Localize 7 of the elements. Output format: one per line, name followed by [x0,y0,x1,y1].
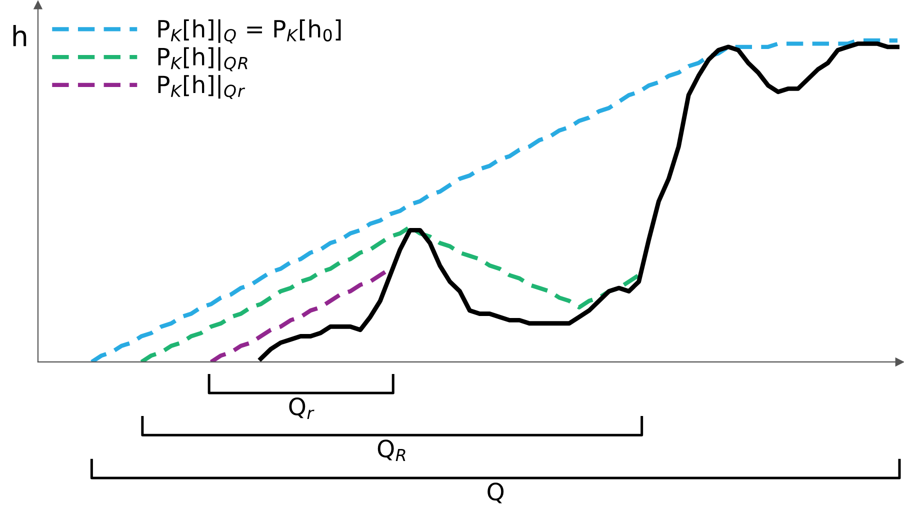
y-axis-title: h [13,24,26,46]
legend-label: P$_{K}$[h]|$_{QR}$ [158,47,248,72]
text: P$_{K}$[h]|$_{Q}$ = P$_{K}$[h$_{0}$] [158,19,341,44]
text: Q$_{r}$ [289,398,314,419]
text: Q [488,482,504,504]
legend-label: P$_{K}$[h]|$_{Qr}$ [158,75,246,100]
text: Q$_{R}$ [378,440,406,462]
